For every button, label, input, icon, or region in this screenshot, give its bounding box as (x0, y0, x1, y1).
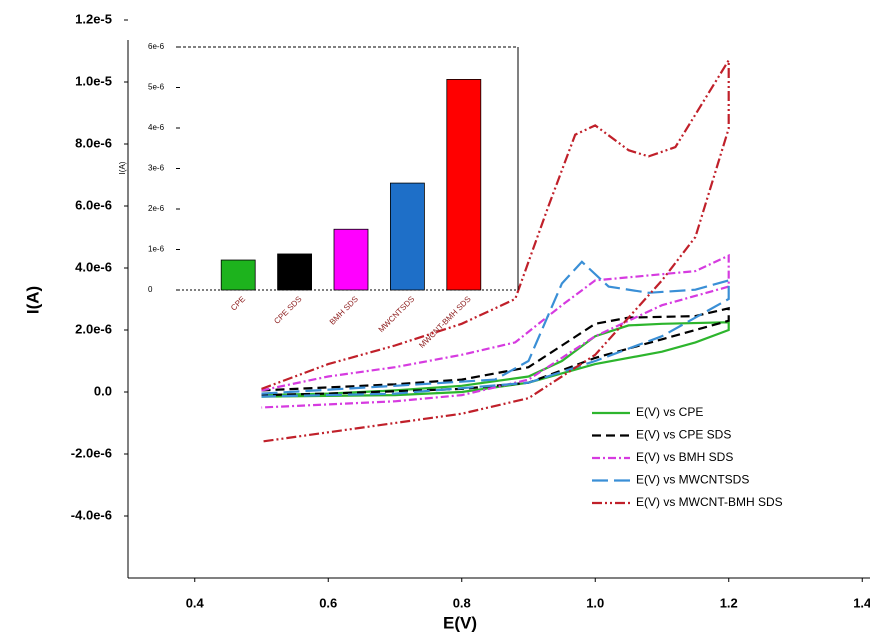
cv-curve (261, 260, 730, 398)
x-axis-title: E(V) (443, 613, 477, 632)
x-tick-label: 1.4 (853, 595, 870, 610)
inset-y-tick-label: 0 (148, 285, 153, 294)
inset-y-tick-label: 3e-6 (148, 164, 165, 173)
inset-y-tick-label: 1e-6 (148, 245, 165, 254)
bar (220, 259, 256, 291)
inset-category-label: BMH SDS (328, 295, 360, 327)
legend-label: E(V) vs CPE (636, 405, 703, 419)
bar (389, 182, 425, 291)
inset-y-tick-label: 2e-6 (148, 204, 165, 213)
y-axis-title: I(A) (23, 286, 42, 314)
x-tick-label: 0.6 (319, 595, 337, 610)
x-tick-label: 1.2 (720, 595, 738, 610)
inset-category-label: CPE SDS (272, 295, 303, 326)
cv-curve (261, 306, 730, 397)
y-tick-label: 4.0e-6 (75, 259, 112, 274)
bar (446, 79, 482, 291)
bar (333, 228, 369, 291)
inset-y-tick-label: 4e-6 (148, 123, 165, 132)
legend-label: E(V) vs CPE SDS (636, 428, 731, 442)
cv-curve (261, 56, 730, 443)
y-tick-label: 1.0e-5 (75, 73, 112, 88)
inset-y-tick-label: 6e-6 (148, 42, 165, 51)
bar (277, 253, 313, 291)
y-tick-label: 2.0e-6 (75, 321, 112, 336)
x-tick-label: 0.4 (186, 595, 205, 610)
inset-category-label: MWCNTSDS (377, 295, 417, 335)
x-tick-label: 1.0 (586, 595, 604, 610)
legend-label: E(V) vs MWCNTSDS (636, 473, 749, 487)
inset-y-axis-title: I(A) (118, 161, 127, 174)
legend-label: E(V) vs BMH SDS (636, 450, 733, 464)
y-tick-label: 0.0 (94, 383, 112, 398)
y-tick-label: 8.0e-6 (75, 135, 112, 150)
y-tick-label: 6.0e-6 (75, 197, 112, 212)
y-tick-label: -2.0e-6 (71, 445, 112, 460)
inset-category-label: CPE (229, 295, 247, 313)
inset-y-tick-label: 5e-6 (148, 83, 165, 92)
y-tick-label: 1.2e-5 (75, 11, 112, 26)
x-tick-label: 0.8 (453, 595, 471, 610)
y-tick-label: -4.0e-6 (71, 507, 112, 522)
legend-label: E(V) vs MWCNT-BMH SDS (636, 495, 783, 509)
